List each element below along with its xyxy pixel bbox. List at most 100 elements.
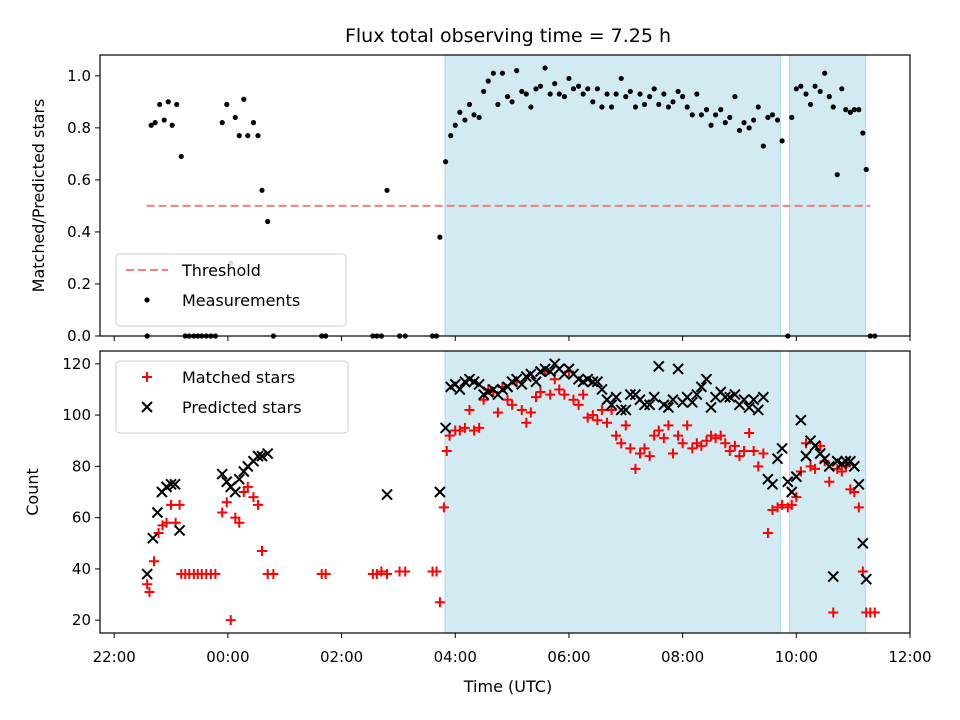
data-point: [739, 445, 750, 456]
data-point: [786, 486, 798, 498]
data-point: [689, 112, 695, 118]
data-point: [165, 99, 171, 105]
data-point: [798, 83, 804, 89]
data-point: [687, 443, 698, 454]
data-point: [516, 378, 528, 391]
data-point: [229, 486, 241, 498]
data-point: [686, 396, 699, 408]
data-point: [144, 586, 155, 597]
data-point: [578, 389, 589, 400]
data-point: [431, 566, 442, 577]
data-point: [853, 502, 864, 513]
data-point: [834, 172, 840, 178]
data-point: [255, 133, 261, 139]
data-point: [528, 104, 534, 110]
data-point: [807, 101, 814, 108]
data-point: [647, 94, 653, 100]
data-point: [381, 488, 393, 501]
legend-marker: [142, 372, 152, 382]
data-point: [256, 450, 268, 462]
data-point: [812, 83, 818, 89]
data-point: [552, 81, 558, 87]
data-point: [253, 499, 264, 510]
data-point: [481, 88, 487, 95]
data-point: [616, 438, 627, 449]
data-point: [795, 414, 807, 426]
data-point: [238, 487, 249, 497]
data-point: [434, 486, 446, 498]
data-point: [613, 91, 619, 97]
data-point: [514, 68, 520, 74]
data-point: [547, 91, 553, 97]
data-point: [585, 86, 591, 92]
data-point: [691, 388, 703, 401]
data-point: [469, 425, 480, 436]
data-point: [454, 383, 466, 396]
data-point: [630, 463, 641, 474]
data-point: [620, 420, 631, 431]
data-point: [823, 460, 835, 473]
data-point: [738, 394, 750, 406]
data-point: [149, 556, 159, 567]
data-point: [504, 94, 511, 100]
x-tick-label: 10:00: [775, 648, 818, 666]
data-point: [530, 376, 542, 388]
data-point: [490, 70, 496, 76]
data-point: [624, 388, 637, 401]
data-point: [605, 399, 618, 411]
data-point: [580, 91, 586, 97]
data-point: [473, 378, 485, 391]
y-tick-label: 0.6: [67, 171, 91, 189]
data-point: [765, 114, 771, 121]
data-point: [502, 394, 513, 405]
data-point: [656, 101, 662, 108]
data-point: [719, 391, 731, 403]
data-point: [523, 91, 529, 97]
data-point: [152, 120, 158, 126]
data-point: [828, 607, 839, 618]
data-point: [720, 438, 731, 449]
count-panel: 20 40 60 80 100 120 Count Matched stars Predicte…: [23, 350, 911, 638]
data-point: [766, 478, 779, 491]
data-point: [680, 94, 686, 100]
data-point: [570, 86, 577, 92]
data-point: [525, 407, 536, 418]
data-point: [441, 445, 452, 456]
data-point: [722, 120, 728, 126]
data-point: [782, 476, 794, 488]
legend-box: [115, 360, 349, 434]
y-tick-label: 120: [62, 355, 91, 373]
y-axis-title: Count: [23, 468, 42, 516]
data-point: [320, 569, 331, 580]
data-point: [758, 448, 769, 459]
data-point: [241, 96, 247, 102]
data-point: [817, 88, 823, 95]
y-tick-label: 100: [62, 406, 91, 424]
data-point: [762, 528, 773, 539]
data-point: [767, 504, 778, 515]
data-point: [157, 101, 163, 108]
data-point: [863, 166, 869, 173]
data-point: [232, 114, 238, 121]
data-point: [827, 570, 839, 583]
data-point: [824, 476, 835, 487]
data-point: [462, 117, 468, 123]
legend-marker: [144, 297, 150, 303]
data-point: [169, 122, 175, 128]
series-measurements: [144, 65, 878, 339]
data-point: [519, 88, 525, 95]
legend-label: Measurements: [182, 291, 300, 310]
data-point: [734, 451, 745, 462]
data-point: [437, 234, 443, 240]
data-point: [148, 122, 154, 128]
data-point: [161, 117, 167, 123]
data-point: [591, 376, 604, 388]
data-point: [658, 433, 669, 444]
legend-label: Matched stars: [182, 368, 295, 387]
data-point: [651, 86, 657, 92]
plot-frame: [99, 350, 911, 634]
plot-frame: [99, 54, 911, 337]
data-point: [729, 440, 740, 451]
data-point: [853, 478, 865, 491]
data-point: [682, 420, 693, 431]
